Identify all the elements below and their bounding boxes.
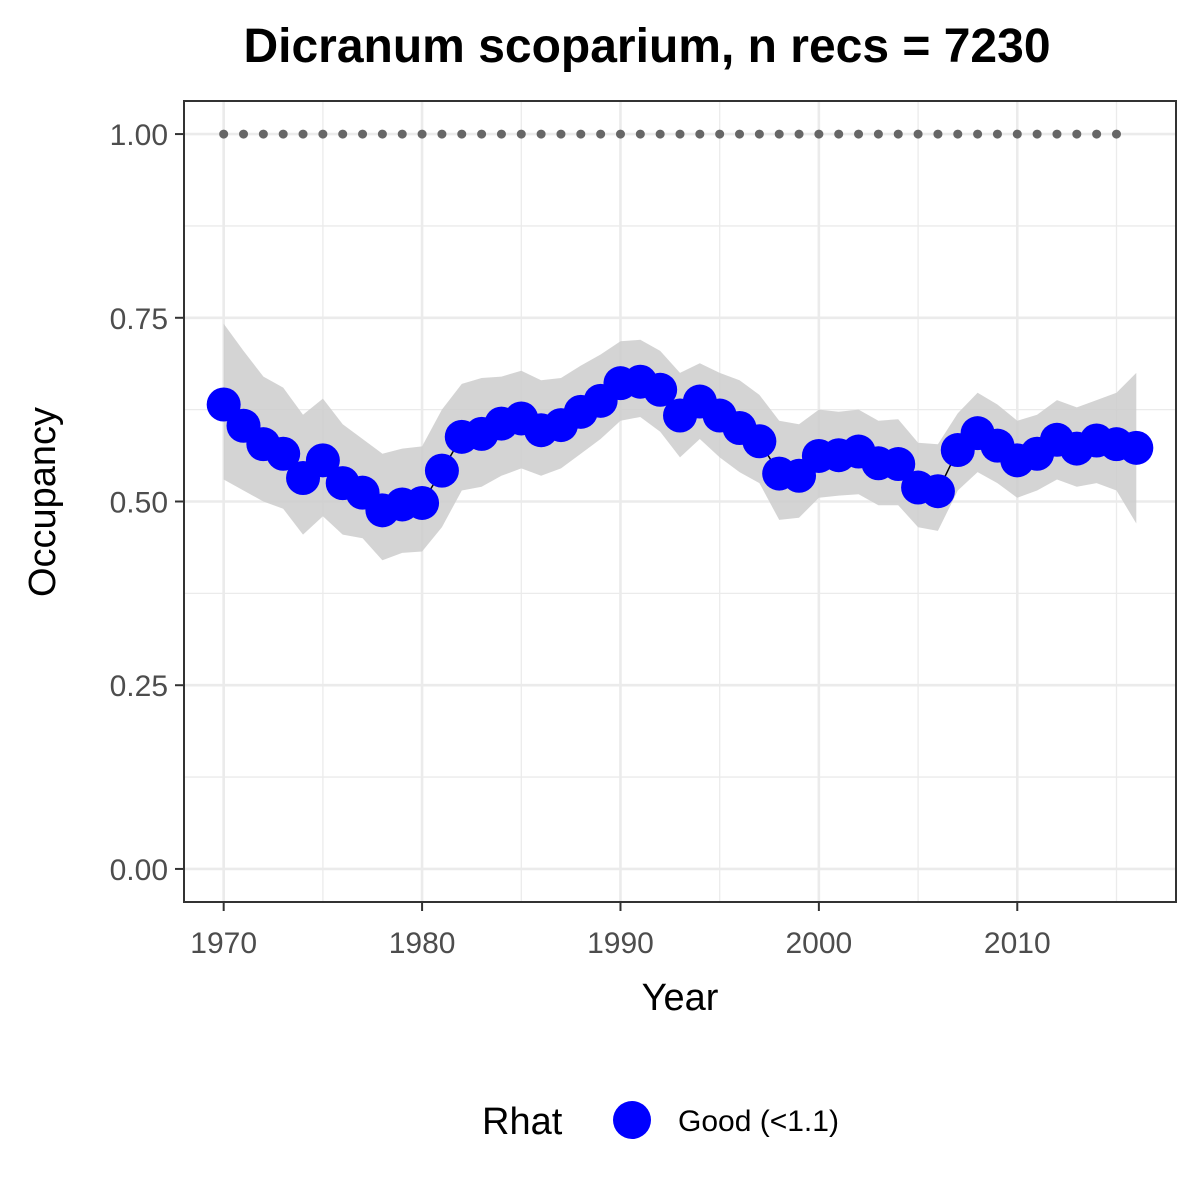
data-point [643,372,678,407]
reference-point [496,129,506,139]
legend-title: Rhat [482,1101,563,1143]
x-tick-label: 1980 [389,927,456,960]
reference-point [655,129,665,139]
reference-point [754,129,764,139]
reference-point [298,129,308,139]
y-tick-label: 0.50 [110,487,168,520]
legend-label-good: Good (<1.1) [678,1105,839,1138]
x-axis-title: Year [642,977,719,1019]
data-point [881,447,916,482]
data-point [742,424,777,459]
reference-line-layer [219,129,1121,139]
reference-point [873,129,883,139]
reference-point [615,129,625,139]
data-point [266,436,301,471]
y-tick-label: 0.75 [110,303,168,336]
data-point [424,453,459,488]
y-tick-label: 0.00 [110,854,168,887]
data-point [206,387,241,422]
chart-title: Dicranum scoparium, n recs = 7230 [243,20,1050,73]
x-tick-label: 1970 [190,927,257,960]
reference-point [1111,129,1121,139]
reference-point [913,129,923,139]
x-tick-label: 2010 [984,927,1051,960]
reference-point [834,129,844,139]
reference-point [794,129,804,139]
legend-key-good [613,1101,651,1139]
reference-point [377,129,387,139]
reference-point [1092,129,1102,139]
data-point [305,443,340,478]
reference-point [556,129,566,139]
x-tick-label: 1990 [587,927,654,960]
reference-point [814,129,824,139]
reference-point [576,129,586,139]
reference-point [318,129,328,139]
reference-point [1072,129,1082,139]
reference-point [219,129,229,139]
reference-point [278,129,288,139]
reference-point [953,129,963,139]
reference-point [596,129,606,139]
reference-point [973,129,983,139]
reference-point [258,129,268,139]
reference-point [239,129,249,139]
reference-point [358,129,368,139]
reference-point [695,129,705,139]
reference-point [735,129,745,139]
reference-point [536,129,546,139]
reference-point [516,129,526,139]
reference-point [477,129,487,139]
legend: Rhat Good (<1.1) [482,1101,839,1143]
reference-point [675,129,685,139]
reference-point [1012,129,1022,139]
reference-point [635,129,645,139]
x-axis-ticks: 1970 1980 1990 2000 2010 [190,902,1051,960]
reference-point [1052,129,1062,139]
y-axis-ticks: 0.00 0.25 0.50 0.75 1.00 [110,119,184,887]
reference-point [397,129,407,139]
reference-point [457,129,467,139]
reference-point [437,129,447,139]
data-point [1119,430,1154,465]
reference-point [774,129,784,139]
reference-point [893,129,903,139]
reference-point [338,129,348,139]
y-tick-label: 0.25 [110,670,168,703]
data-point [920,474,955,509]
reference-point [992,129,1002,139]
reference-point [1032,129,1042,139]
reference-point [715,129,725,139]
data-points-layer [206,364,1154,528]
reference-point [854,129,864,139]
x-tick-label: 2000 [786,927,853,960]
reference-point [933,129,943,139]
data-point [405,485,440,520]
reference-point [417,129,427,139]
y-axis-title: Occupancy [22,407,64,597]
y-tick-label: 1.00 [110,119,168,152]
